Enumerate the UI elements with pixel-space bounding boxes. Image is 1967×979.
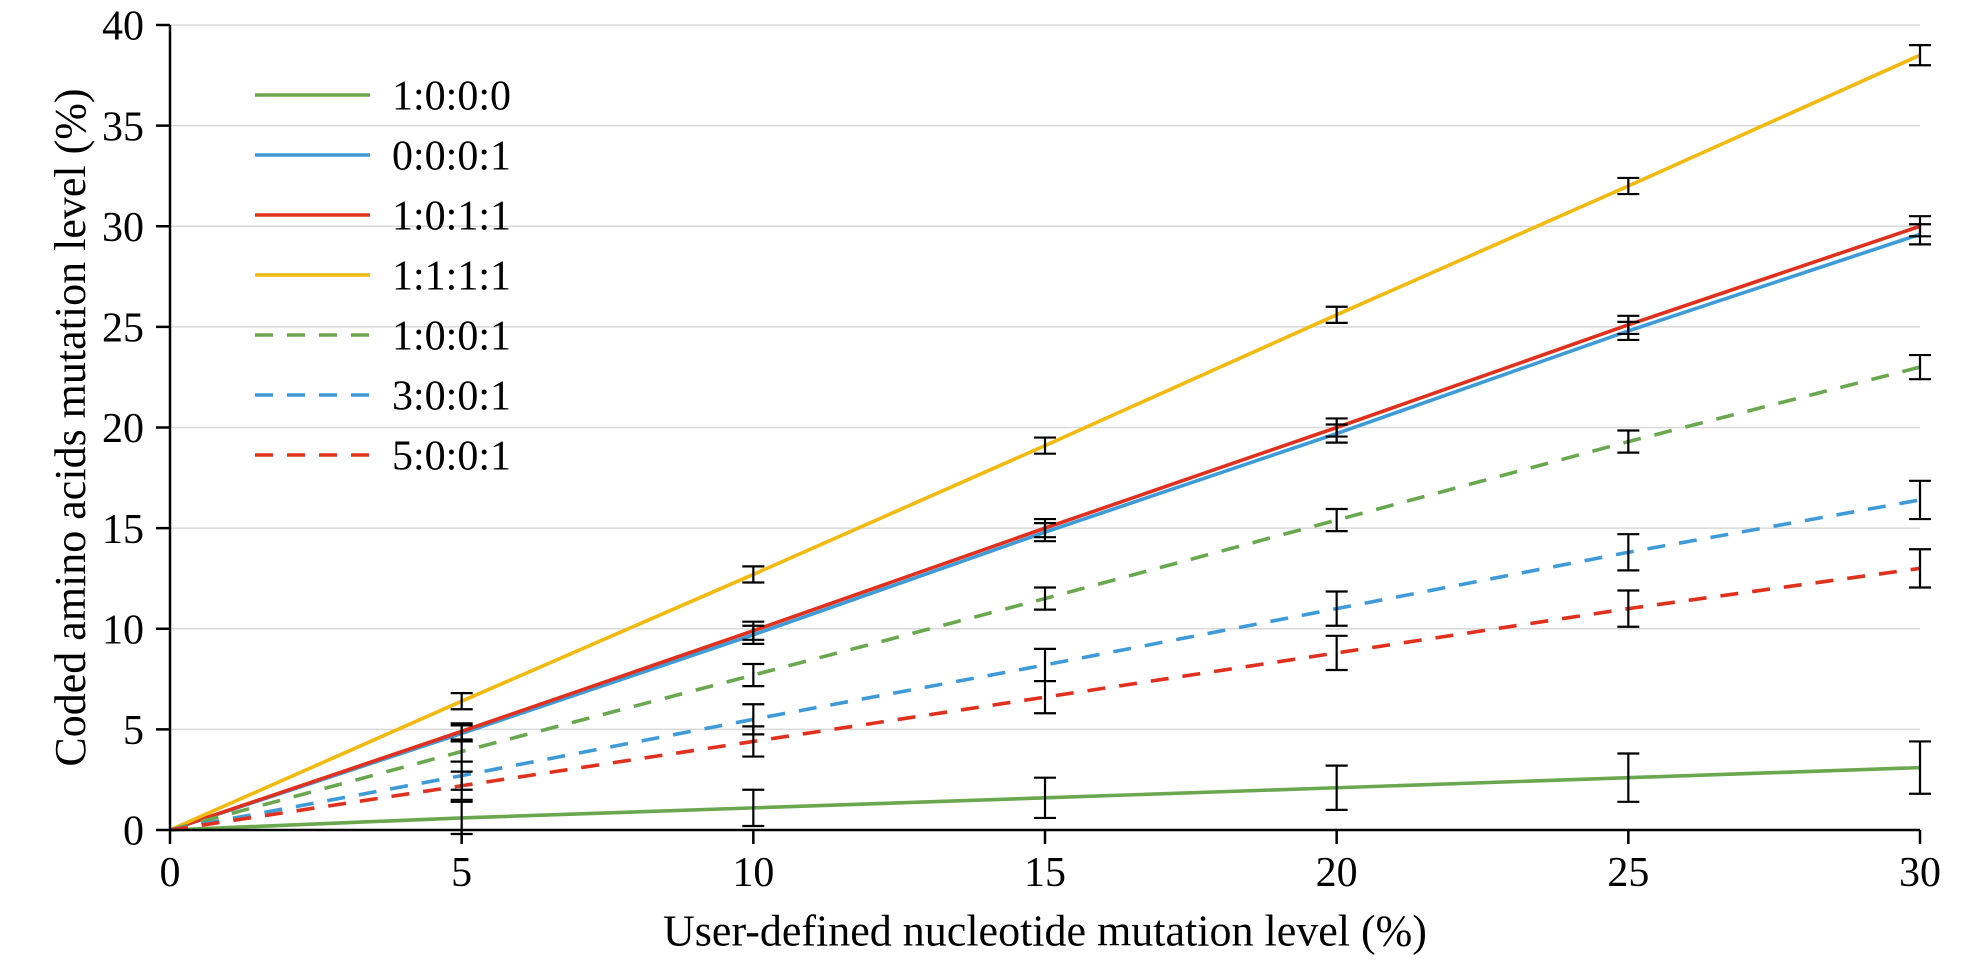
y-tick-label: 35	[102, 104, 144, 150]
y-tick-label: 0	[123, 809, 144, 855]
legend-label: 5:0:0:1	[392, 434, 511, 480]
x-tick-label: 30	[1899, 850, 1941, 896]
legend-label: 1:1:1:1	[392, 254, 511, 300]
chart-background	[0, 0, 1967, 979]
y-tick-label: 15	[102, 507, 144, 553]
legend-label: 3:0:0:1	[392, 374, 511, 420]
x-tick-label: 25	[1607, 850, 1649, 896]
x-tick-label: 20	[1316, 850, 1358, 896]
legend-label: 1:0:0:0	[392, 74, 511, 120]
y-tick-label: 30	[102, 205, 144, 251]
y-tick-label: 5	[123, 708, 144, 754]
x-tick-label: 10	[732, 850, 774, 896]
x-tick-label: 0	[160, 850, 181, 896]
chart-container: 0 5 10 15 20 25 30 0 5 10 15 20 25 30 35 40 User-defined…	[0, 0, 1967, 979]
x-tick-label: 5	[451, 850, 472, 896]
x-tick-label: 15	[1024, 850, 1066, 896]
y-tick-label: 40	[102, 4, 144, 50]
x-axis-title: User-defined nucleotide mutation level (…	[663, 906, 1427, 955]
y-tick-label: 10	[102, 607, 144, 653]
mutation-level-line-chart: 0 5 10 15 20 25 30 0 5 10 15 20 25 30 35 40 User-defined…	[0, 0, 1967, 979]
legend-label: 0:0:0:1	[392, 134, 511, 180]
legend-label: 1:0:1:1	[392, 194, 511, 240]
legend-label: 1:0:0:1	[392, 314, 511, 360]
y-axis-title: Coded amino acids mutation level (%)	[46, 88, 95, 766]
y-tick-label: 20	[102, 406, 144, 452]
y-tick-label: 25	[102, 306, 144, 352]
